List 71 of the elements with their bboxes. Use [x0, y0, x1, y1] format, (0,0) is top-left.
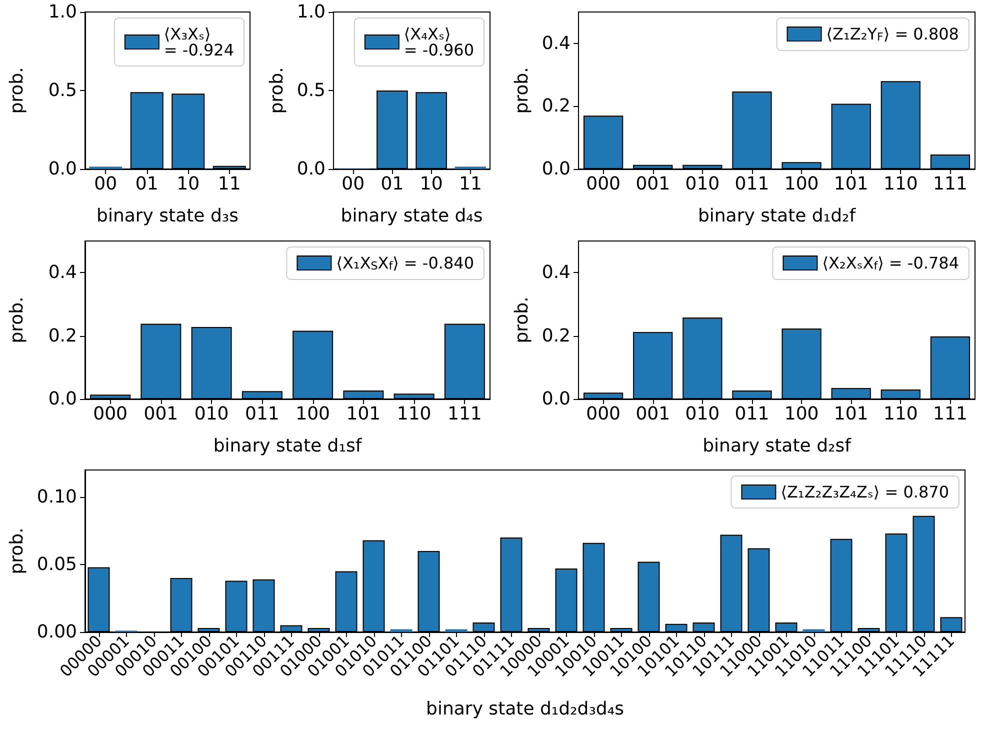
x-tick-label: 111 [933, 404, 968, 424]
y-tick-label: 0.0 [542, 388, 571, 410]
x-tick-label: 011 [245, 404, 280, 424]
y-axis-title: prob. [512, 296, 532, 344]
y-tick-label: 0.5 [48, 80, 77, 101]
legend-label: ⟨X₄Xₛ⟩ = -0.960 [404, 24, 474, 60]
x-axis-title: binary state d₁d₂f [698, 206, 856, 226]
y-tick-label: 1.0 [296, 2, 326, 22]
x-tick-label: 01 [380, 174, 404, 194]
y-axis-title: prob. [266, 67, 288, 114]
x-tick-label: 110 [883, 174, 918, 194]
x-tick-label: 010 [685, 174, 720, 194]
y-tick-label: 1.0 [48, 2, 77, 22]
y-tick-label: 0.05 [36, 554, 77, 575]
y-tick-label: 0.4 [542, 32, 571, 54]
x-tick-label: 00 [342, 174, 365, 194]
x-axis-title: binary state d₁d₂d₃d₄s [426, 698, 624, 720]
y-tick-label: 0.00 [36, 622, 77, 642]
x-tick-label: 001 [636, 174, 670, 194]
x-axis-title: binary state d₂sf [702, 436, 852, 456]
y-tick-label: 0.10 [36, 486, 77, 508]
bar [390, 629, 412, 632]
x-axis-title: binary state d₁sf [213, 436, 362, 456]
x-tick-label: 000 [586, 404, 620, 424]
y-tick-label: 0.0 [48, 158, 77, 180]
x-tick-label: 11 [218, 174, 241, 194]
bar [802, 629, 825, 632]
x-axis-title: binary state d₃s [96, 206, 238, 226]
y-tick-label: 0.0 [48, 388, 77, 410]
x-tick-label: 101 [346, 404, 381, 424]
x-tick-label: 000 [93, 404, 128, 424]
x-tick-label: 111 [933, 174, 968, 194]
x-tick-label: 10 [176, 174, 200, 194]
y-axis-title: prob. [6, 67, 28, 114]
y-tick-label: 0.4 [542, 262, 571, 284]
x-tick-label: 111 [448, 404, 482, 424]
legend-label: ⟨Z₁Z₂Z₃Z₄Zₛ⟩ = 0.870 [780, 482, 949, 502]
x-tick-label: 101 [834, 404, 868, 424]
x-tick-label: 001 [144, 404, 178, 424]
x-tick-label: 01 [135, 174, 158, 194]
x-tick-label: 100 [784, 174, 819, 194]
x-tick-label: 101 [834, 174, 868, 194]
y-tick-label: 0.0 [296, 158, 326, 180]
legend-label: ⟨X₃Xₛ⟩ = -0.924 [164, 24, 234, 60]
y-tick-label: 0.0 [542, 158, 571, 180]
x-tick-label: 010 [194, 404, 229, 424]
legend-label: ⟨X₁XSXf⟩ = -0.840 [336, 254, 474, 272]
x-tick-label: 000 [586, 174, 620, 194]
legend-label: ⟨X₂XₛXf⟩ = -0.784 [822, 254, 960, 272]
x-tick-label: 100 [296, 404, 330, 424]
y-axis-title: prob. [6, 296, 28, 344]
x-tick-label: 011 [734, 174, 770, 194]
legend-label: ⟨Z₁Z₂YF⟩ = 0.808 [826, 24, 959, 44]
x-tick-label: 00 [94, 174, 118, 194]
y-tick-label: 0.2 [542, 325, 571, 346]
x-tick-label: 10 [420, 174, 443, 194]
x-tick-label: 110 [396, 404, 432, 424]
x-axis-title: binary state d₄s [340, 206, 483, 226]
x-tick-label: 11 [458, 174, 482, 194]
x-tick-label: 011 [734, 404, 770, 424]
y-tick-label: 0.4 [48, 262, 77, 284]
x-tick-label: 001 [636, 404, 670, 424]
y-tick-label: 0.5 [296, 80, 326, 101]
x-tick-label: 110 [883, 404, 918, 424]
y-tick-label: 0.2 [542, 96, 571, 117]
y-tick-label: 0.2 [48, 325, 77, 346]
x-tick-label: 100 [784, 404, 819, 424]
bar [445, 629, 468, 632]
x-tick-label: 010 [685, 404, 720, 424]
y-axis-title: prob. [6, 528, 28, 574]
y-axis-title: prob. [512, 67, 532, 114]
